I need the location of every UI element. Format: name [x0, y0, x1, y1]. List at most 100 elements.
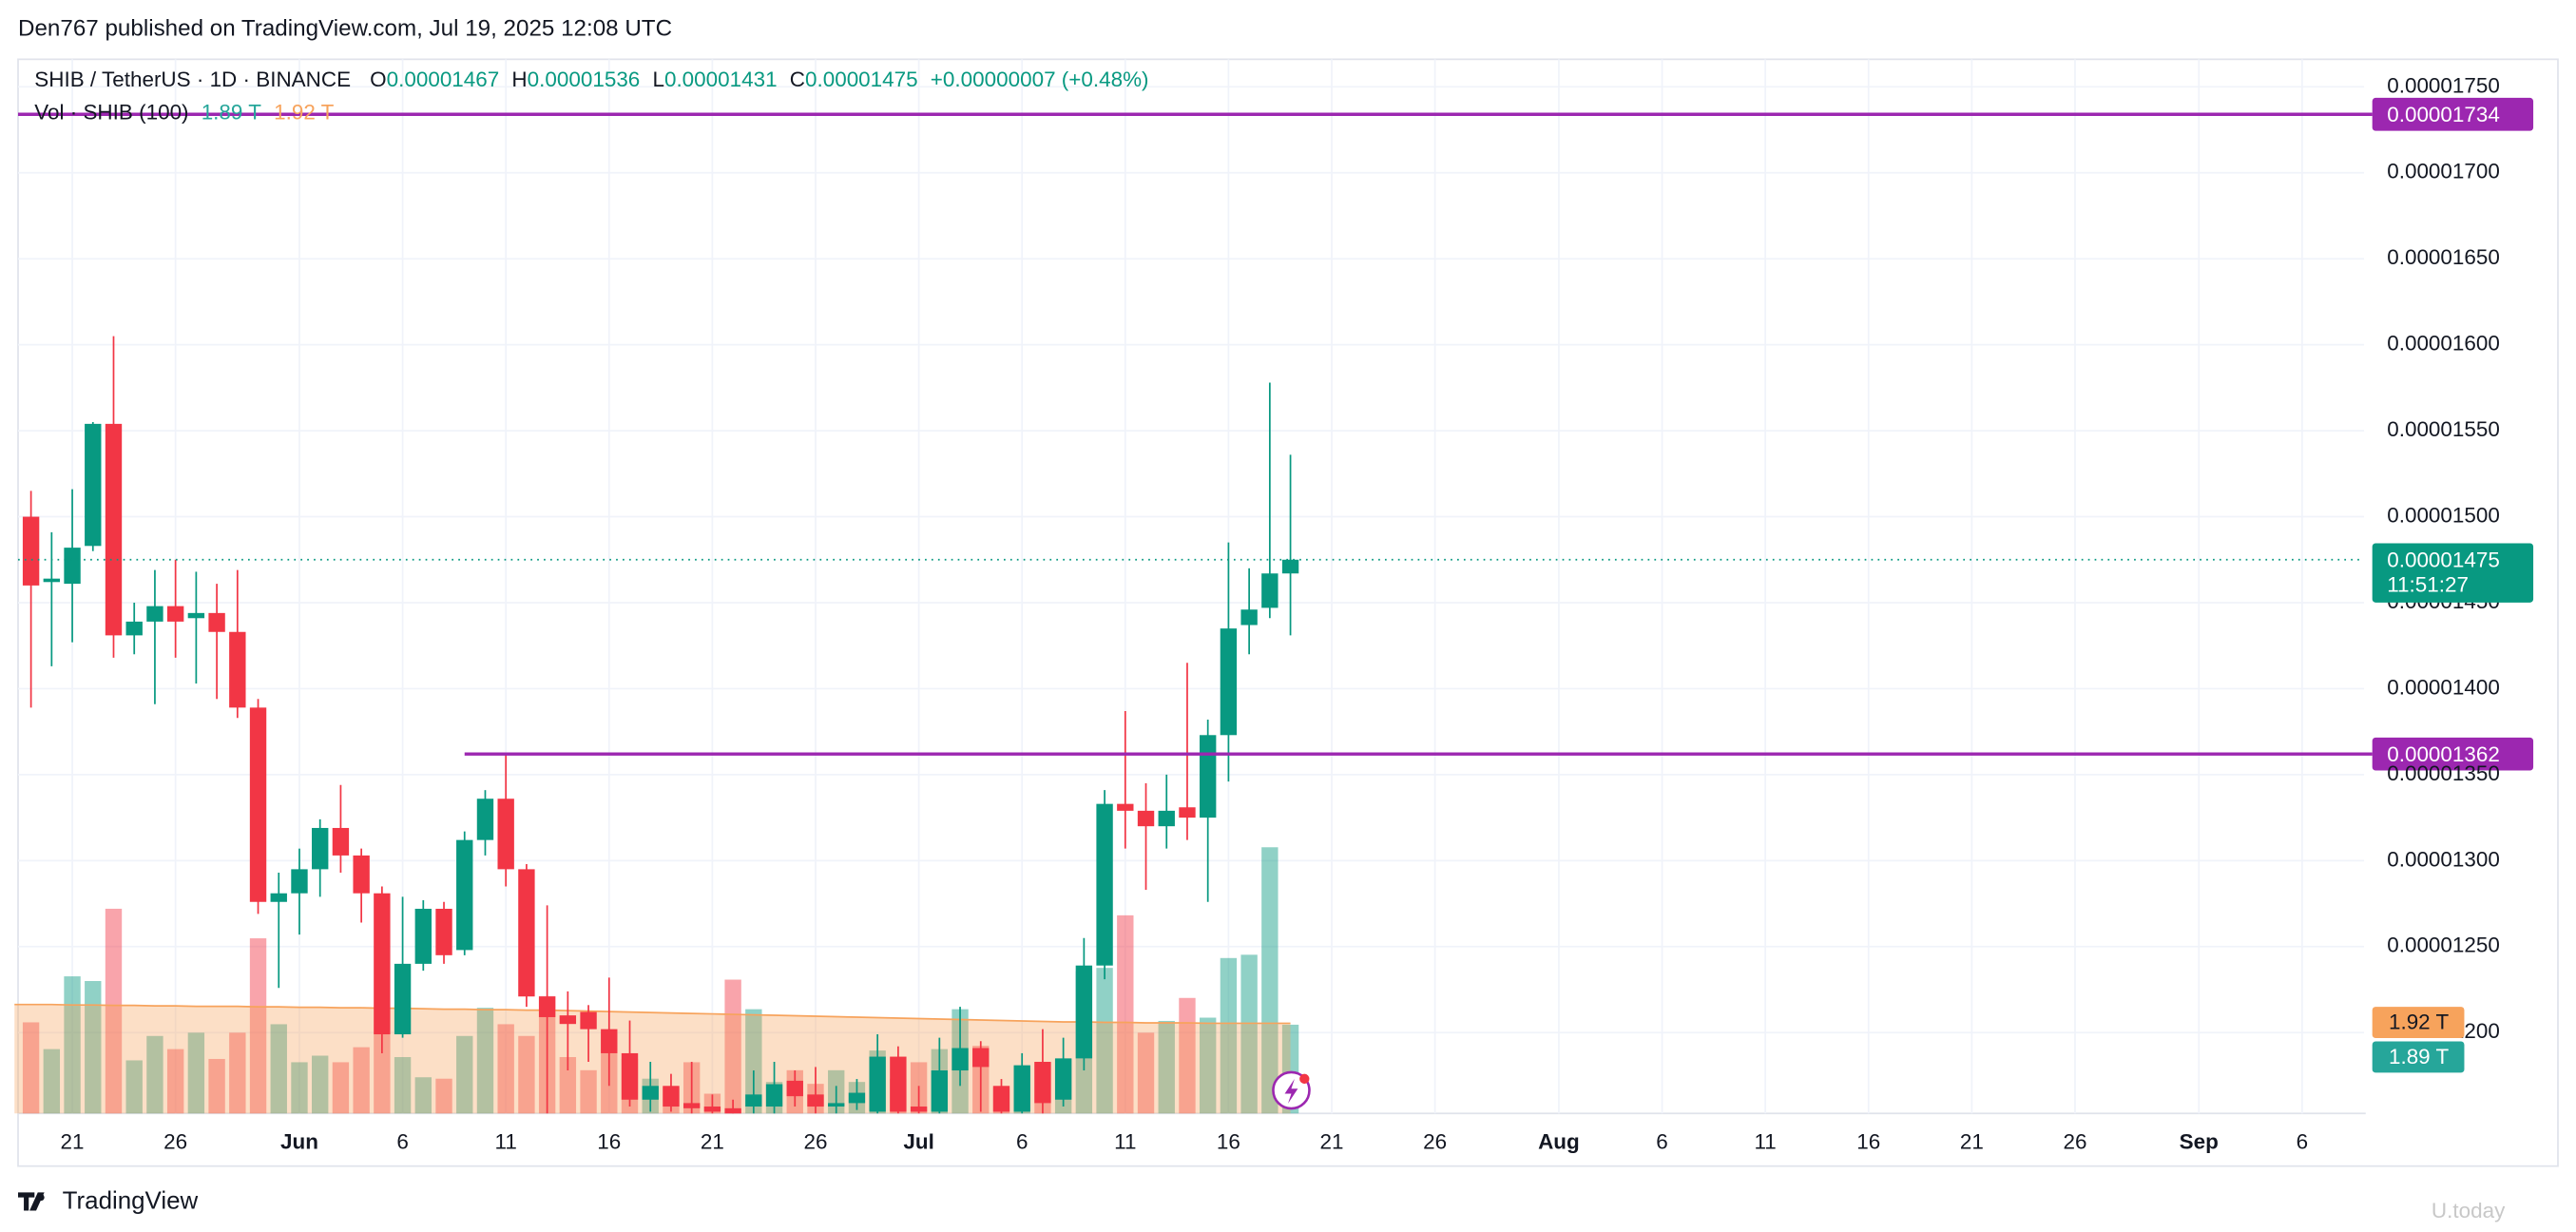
- volume-bar: [518, 1035, 535, 1114]
- candle-body: [291, 869, 308, 894]
- candle-body: [64, 548, 81, 585]
- candle-body: [125, 621, 143, 636]
- change: +0.00000007 (+0.48%): [931, 67, 1149, 91]
- countdown: 11:51:27: [2387, 572, 2469, 596]
- volume-bar: [580, 1069, 597, 1114]
- legend: SHIB / TetherUS · 1D · BINANCE O0.000014…: [34, 67, 1148, 91]
- volume-bar: [1117, 914, 1134, 1114]
- y-tick-label: 0.00001650: [2387, 245, 2500, 269]
- x-tick-label: Jul: [903, 1129, 933, 1153]
- candle-body: [208, 612, 225, 632]
- volume-bar: [394, 1056, 412, 1114]
- symbol: SHIB / TetherUS · 1D · BINANCE: [34, 67, 351, 91]
- volume-ma-label-box: [2372, 1007, 2465, 1039]
- candle-body: [848, 1092, 866, 1104]
- volume-bar: [22, 1022, 40, 1114]
- candle-body: [1075, 965, 1093, 1059]
- volume-bar: [414, 1077, 432, 1114]
- lightning-icon: [1272, 1070, 1311, 1110]
- x-tick-label: 26: [1423, 1129, 1447, 1153]
- y-tick-label: 0.00001350: [2387, 761, 2500, 785]
- volume-bar: [332, 1062, 350, 1114]
- candle-body: [146, 606, 163, 622]
- x-tick-label: 11: [1114, 1129, 1136, 1153]
- candle-body: [1281, 559, 1299, 574]
- candle-body: [85, 423, 102, 547]
- x-tick-label: Sep: [2180, 1129, 2219, 1153]
- candle-body: [952, 1048, 969, 1071]
- candle-body: [538, 996, 556, 1017]
- candle-body: [1261, 573, 1278, 608]
- volume-bar: [435, 1078, 452, 1114]
- x-tick-label: 16: [1856, 1129, 1880, 1153]
- current-price-box: [2372, 543, 2534, 603]
- volume-bar: [105, 908, 123, 1114]
- volume-bar: [456, 1035, 473, 1114]
- volume-bar: [1220, 957, 1238, 1114]
- candle-body: [476, 799, 494, 840]
- candle-body: [332, 827, 350, 856]
- candle-body: [559, 1015, 577, 1025]
- ohlc-value: 0.00001467: [387, 67, 500, 91]
- volume-bar: [166, 1049, 184, 1114]
- y-tick-label: 0.00001600: [2387, 332, 2500, 356]
- watermark: U.today: [2432, 1199, 2506, 1222]
- volume-bar: [1240, 954, 1258, 1114]
- candle-body: [931, 1070, 949, 1112]
- candle-body: [312, 827, 329, 870]
- brand: TradingView: [63, 1188, 199, 1215]
- candle-body: [1034, 1061, 1051, 1104]
- price-label: 0.00001362: [2387, 742, 2500, 766]
- candle-body: [745, 1094, 762, 1107]
- current-price-label: 0.00001475: [2387, 548, 2500, 571]
- x-tick-label: 26: [804, 1129, 828, 1153]
- candle-body: [229, 631, 246, 708]
- candle-body: [1240, 609, 1258, 626]
- x-tick-label: 6: [2297, 1129, 2309, 1153]
- candle-body: [1013, 1065, 1030, 1112]
- x-tick-label: 21: [61, 1129, 85, 1153]
- candle-body: [249, 707, 267, 902]
- volume-bar: [476, 1008, 494, 1114]
- candle-body: [786, 1080, 803, 1097]
- volume-bar: [353, 1047, 370, 1114]
- candle-body: [1158, 810, 1175, 827]
- ohlc-value: 0.00001536: [528, 67, 641, 91]
- chart-frame: [17, 58, 2559, 1167]
- volume-bar: [291, 1062, 308, 1114]
- ohlc-value: 0.00001475: [805, 67, 918, 91]
- volume-label: 1.89 T: [2389, 1045, 2450, 1068]
- x-tick-label: Jun: [280, 1129, 318, 1153]
- y-tick-label: 0.00001250: [2387, 934, 2500, 957]
- volume-bar: [745, 1009, 762, 1114]
- candle-body: [724, 1107, 741, 1114]
- volume-ma-value: 1.92 T: [274, 100, 335, 124]
- x-tick-label: 26: [163, 1129, 187, 1153]
- candle-body: [22, 516, 40, 586]
- volume-bar: [1158, 1020, 1175, 1114]
- candle-body: [353, 855, 370, 894]
- candle-body: [270, 893, 287, 902]
- overlay: 0.00001734 0.00001362: [18, 97, 2534, 771]
- x-tick-label: 21: [701, 1129, 724, 1153]
- volume-bar: [270, 1024, 287, 1114]
- volume-bar: [1137, 1032, 1155, 1114]
- grid: [18, 59, 2365, 1114]
- candle-body: [105, 423, 123, 636]
- candle-body: [682, 1103, 701, 1108]
- candle-body: [435, 908, 452, 955]
- volume-bar: [146, 1035, 163, 1114]
- volume-bar: [1200, 1017, 1217, 1114]
- ohlc-value: 0.00001431: [664, 67, 778, 91]
- candle-body: [1137, 810, 1155, 827]
- x-tick-label: 11: [495, 1129, 517, 1153]
- ohlc-letter: C: [790, 67, 805, 91]
- volume-bar: [559, 1056, 577, 1114]
- volume-bar: [64, 976, 81, 1114]
- x-tick-label: 21: [1320, 1129, 1344, 1153]
- price-label-box: [2372, 737, 2534, 771]
- x-tick-label: 6: [1016, 1129, 1028, 1153]
- ohlc-letter: O: [370, 67, 386, 91]
- candle-body: [703, 1107, 721, 1112]
